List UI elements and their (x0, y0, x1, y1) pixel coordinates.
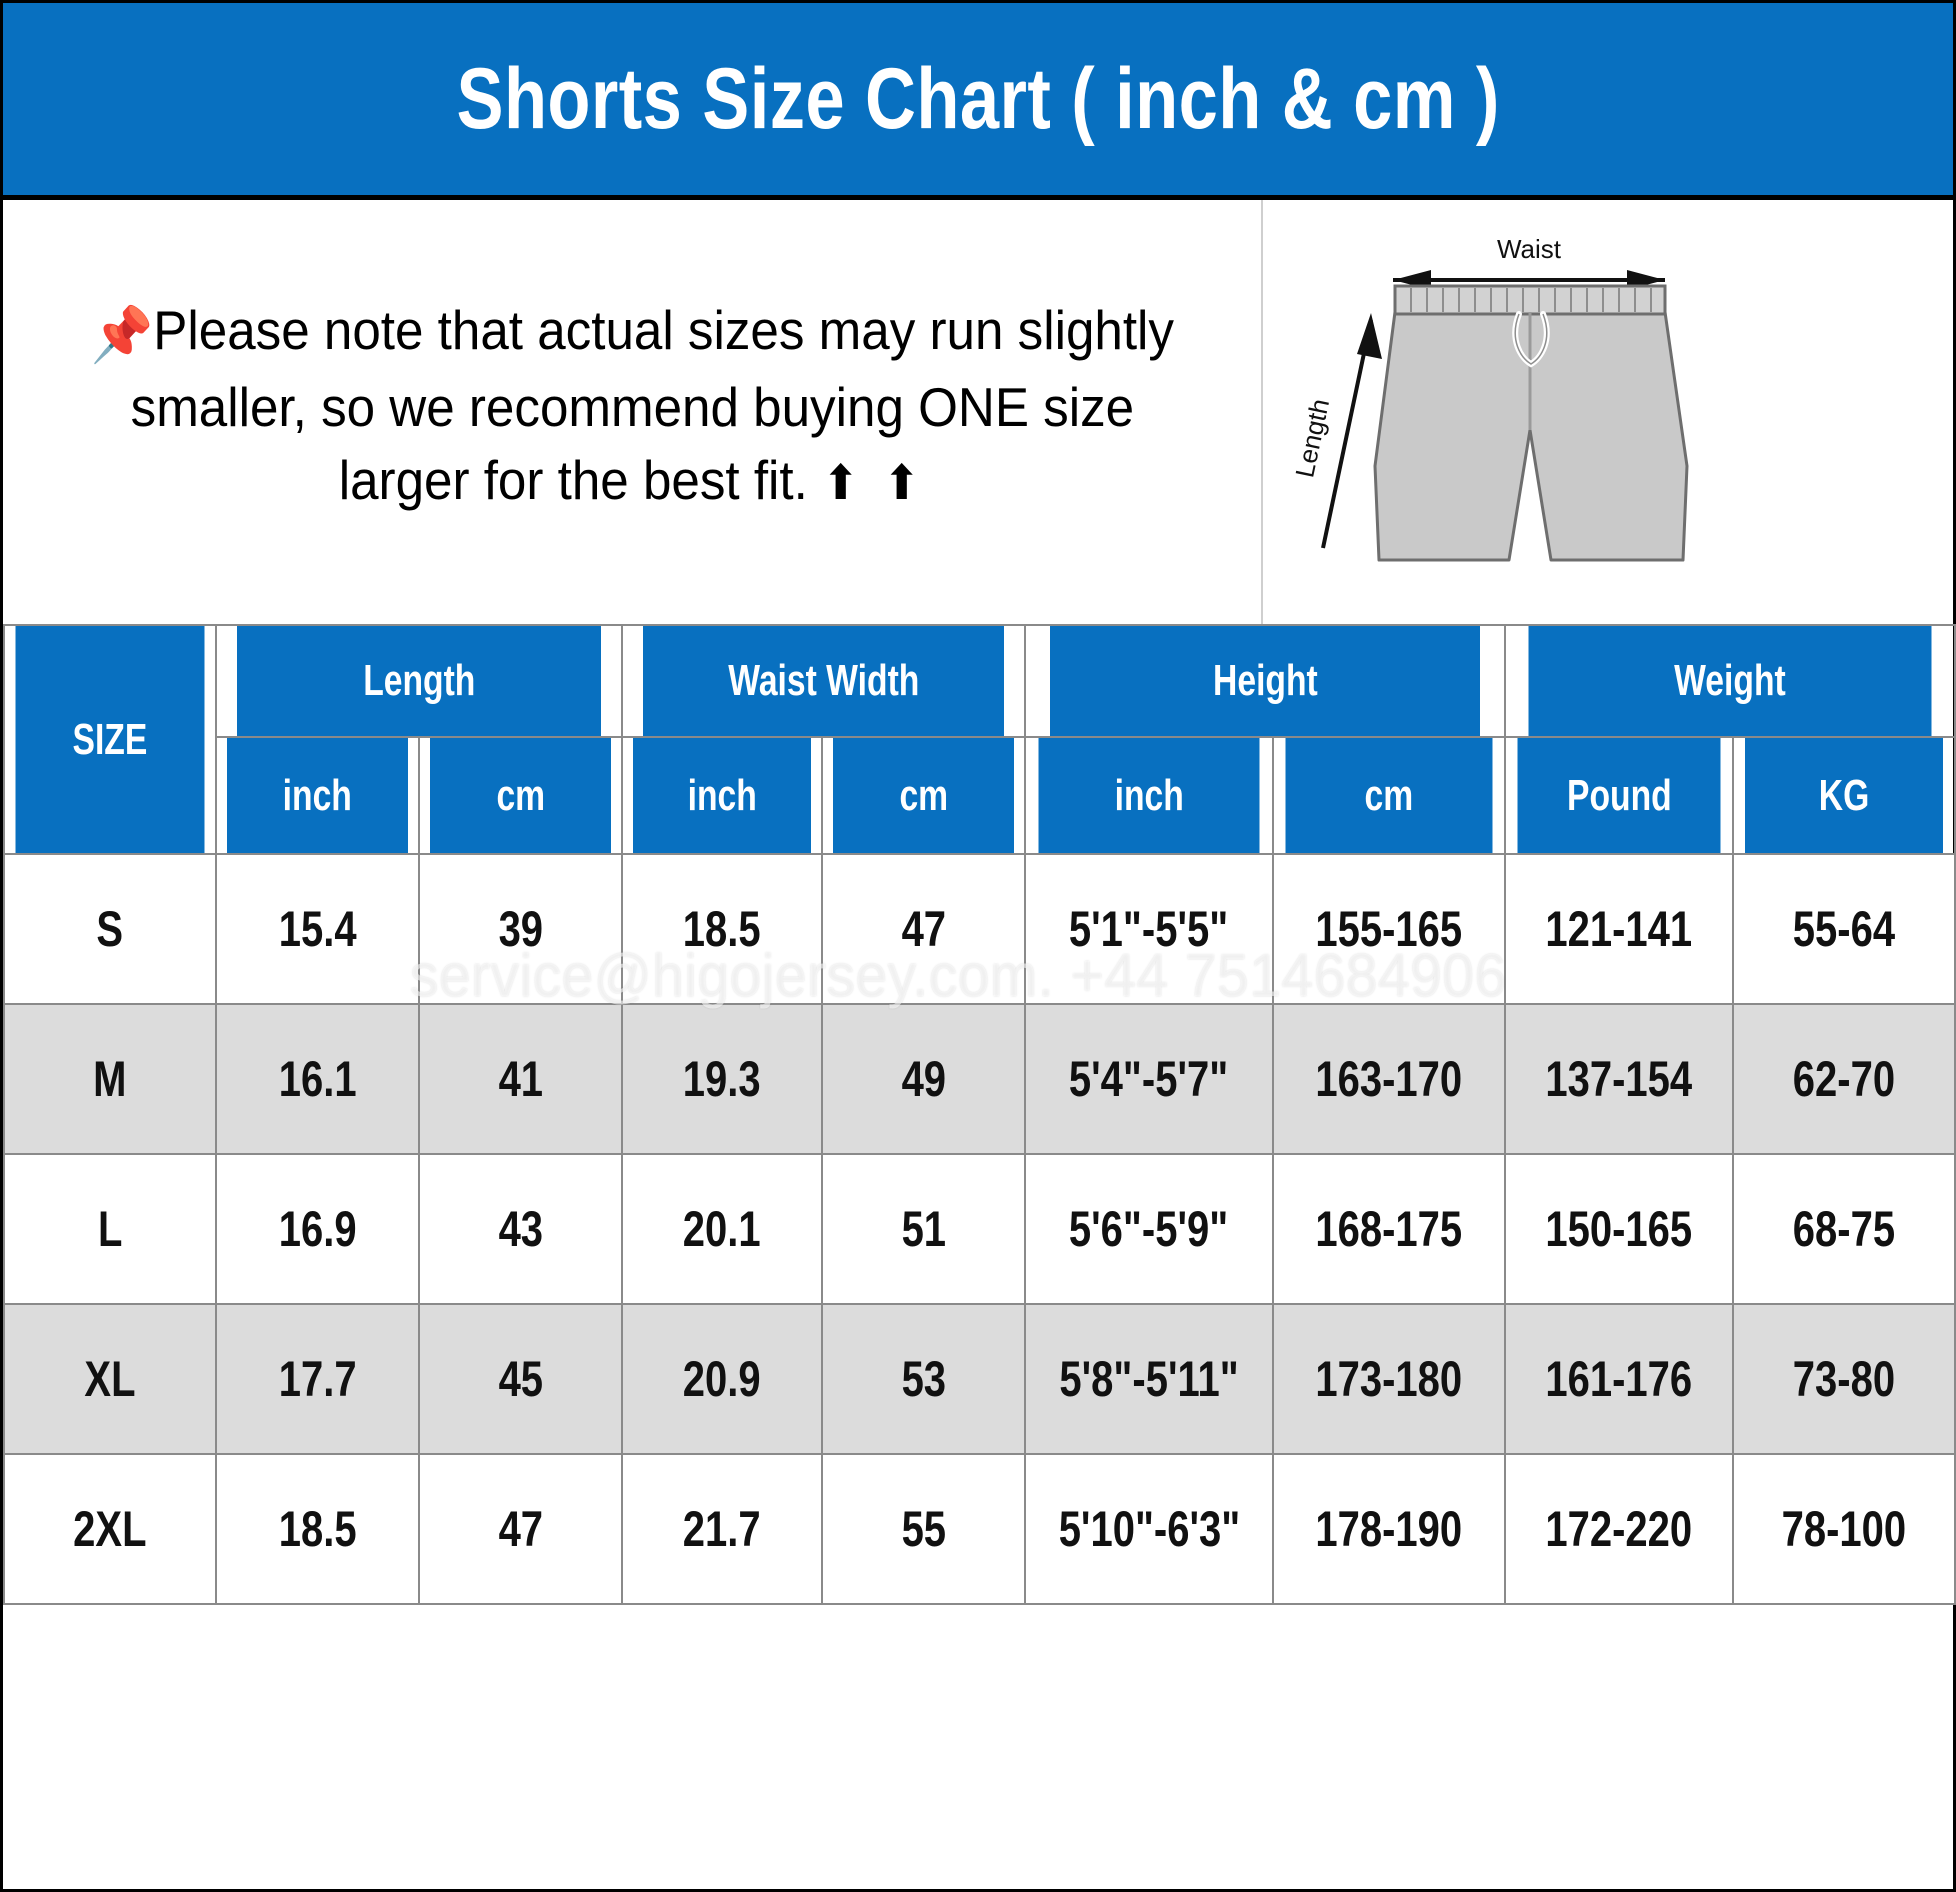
cell-weight-kg: 62-70 (1732, 1003, 1956, 1155)
note-line-2: smaller, so we recommend buying ONE size (130, 376, 1134, 439)
cell-size: S (3, 853, 217, 1005)
cell-height-inch: 5'1"-5'5" (1024, 853, 1275, 1005)
header-size: SIZE (13, 624, 207, 855)
header-unit-height-cm: cm (1283, 736, 1495, 855)
cell-height-cm: 168-175 (1272, 1153, 1507, 1305)
note-line-1: Please note that actual sizes may run sl… (152, 298, 1174, 361)
cell-waist-inch: 20.9 (621, 1303, 824, 1455)
page-title: Shorts Size Chart ( inch & cm ) (456, 51, 1500, 147)
cell-waist-inch: 19.3 (621, 1003, 824, 1155)
header-unit-length-inch: inch (225, 736, 410, 855)
header-group-row: SIZE Length Waist Width Height Weight (4, 624, 1955, 855)
header-group-weight: Weight (1526, 624, 1934, 738)
cell-waist-cm: 53 (821, 1303, 1027, 1455)
cell-height-inch: 5'8"-5'11" (1024, 1303, 1275, 1455)
header-group-length: Length (235, 624, 603, 738)
cell-weight-pound: 121-141 (1504, 853, 1735, 1005)
cell-size: M (3, 1003, 217, 1155)
shorts-shape (1373, 284, 1689, 562)
cell-length-inch: 16.9 (215, 1153, 420, 1305)
cell-waist-inch: 21.7 (621, 1453, 824, 1605)
cell-size: 2XL (3, 1453, 217, 1605)
note-cell: 📌Please note that actual sizes may run s… (3, 200, 1263, 624)
cell-waist-cm: 51 (821, 1153, 1027, 1305)
header-unit-weight-pound: Pound (1515, 736, 1723, 855)
table-body: S 15.4 39 18.5 47 5'1"-5'5" 155-165 121-… (3, 853, 1956, 1605)
shorts-diagram-cell: Waist Length (1263, 200, 1953, 624)
cell-length-cm: 41 (417, 1003, 624, 1155)
cell-length-inch: 16.1 (215, 1003, 420, 1155)
table-head: SIZE Length Waist Width Height Weight in… (4, 624, 1955, 855)
table-row: XL 17.7 45 20.9 53 5'8"-5'11" 173-180 16… (3, 1303, 1956, 1455)
cell-height-inch: 5'10"-6'3" (1024, 1453, 1275, 1605)
cell-waist-cm: 55 (821, 1453, 1027, 1605)
cell-weight-kg: 78-100 (1732, 1453, 1956, 1605)
length-measure-arrow (1321, 313, 1382, 549)
cell-waist-cm: 49 (821, 1003, 1027, 1155)
cell-length-cm: 39 (417, 853, 624, 1005)
header-unit-row: inch cm inch cm inch cm Pound KG (4, 736, 1955, 855)
cell-weight-kg: 68-75 (1732, 1153, 1956, 1305)
cell-waist-inch: 18.5 (621, 853, 824, 1005)
cell-height-cm: 163-170 (1272, 1003, 1507, 1155)
pushpin-icon: 📌 (90, 304, 153, 365)
cell-length-cm: 45 (417, 1303, 624, 1455)
cell-length-cm: 47 (417, 1453, 624, 1605)
note-and-diagram-band: 📌Please note that actual sizes may run s… (3, 200, 1953, 624)
cell-weight-pound: 161-176 (1504, 1303, 1735, 1455)
cell-size: L (3, 1153, 217, 1305)
length-label: Length (1289, 396, 1335, 480)
cell-length-cm: 43 (417, 1153, 624, 1305)
header-unit-waist-cm: cm (831, 736, 1016, 855)
header-unit-waist-inch: inch (631, 736, 813, 855)
waist-label: Waist (1497, 234, 1562, 264)
header-unit-height-inch: inch (1036, 736, 1262, 855)
cell-length-inch: 15.4 (215, 853, 420, 1005)
cell-size: XL (3, 1303, 217, 1455)
cell-waist-inch: 20.1 (621, 1153, 824, 1305)
cell-weight-pound: 137-154 (1504, 1003, 1735, 1155)
table-row: 2XL 18.5 47 21.7 55 5'10"-6'3" 178-190 1… (3, 1453, 1956, 1605)
cell-weight-pound: 172-220 (1504, 1453, 1735, 1605)
header-group-waist-width: Waist Width (641, 624, 1006, 738)
cell-height-inch: 5'6"-5'9" (1024, 1153, 1275, 1305)
cell-height-cm: 178-190 (1272, 1453, 1507, 1605)
shorts-illustration: Waist Length (1289, 234, 1689, 562)
up-arrow-icon: ⬆ ⬆ (821, 456, 926, 510)
cell-height-cm: 155-165 (1272, 853, 1507, 1005)
cell-height-inch: 5'4"-5'7" (1024, 1003, 1275, 1155)
header-unit-weight-kg: KG (1743, 736, 1945, 855)
cell-waist-cm: 47 (821, 853, 1027, 1005)
cell-weight-pound: 150-165 (1504, 1153, 1735, 1305)
cell-length-inch: 18.5 (215, 1453, 420, 1605)
title-banner: Shorts Size Chart ( inch & cm ) (3, 3, 1953, 200)
size-note: 📌Please note that actual sizes may run s… (90, 294, 1173, 516)
cell-weight-kg: 73-80 (1732, 1303, 1956, 1455)
cell-height-cm: 173-180 (1272, 1303, 1507, 1455)
header-group-height: Height (1048, 624, 1482, 738)
table-row: S 15.4 39 18.5 47 5'1"-5'5" 155-165 121-… (3, 853, 1956, 1005)
header-unit-length-cm: cm (428, 736, 613, 855)
note-line-3: larger for the best fit. (338, 448, 808, 511)
cell-weight-kg: 55-64 (1732, 853, 1956, 1005)
table-row: M 16.1 41 19.3 49 5'4"-5'7" 163-170 137-… (3, 1003, 1956, 1155)
table-row: L 16.9 43 20.1 51 5'6"-5'9" 168-175 150-… (3, 1153, 1956, 1305)
size-table: SIZE Length Waist Width Height Weight in… (3, 624, 1956, 1605)
cell-length-inch: 17.7 (215, 1303, 420, 1455)
